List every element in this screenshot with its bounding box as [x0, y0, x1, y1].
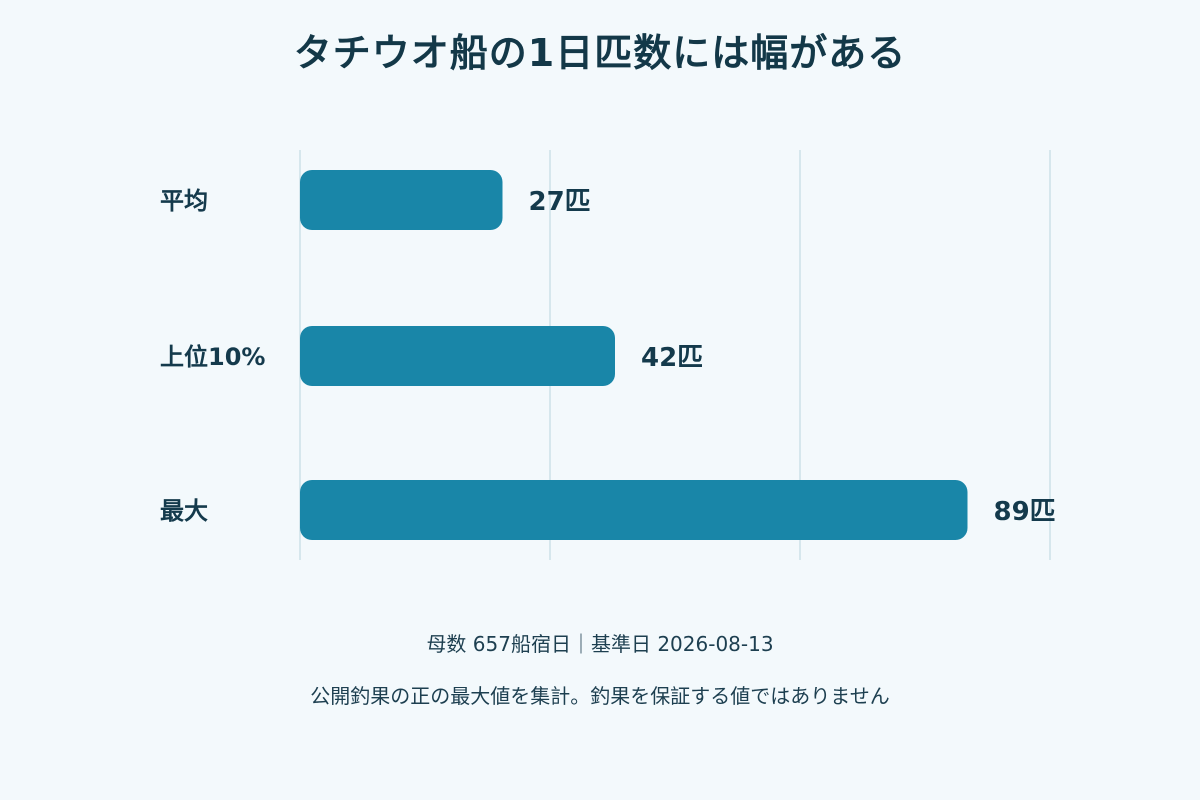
value-label-0: 27匹 — [529, 187, 591, 217]
category-label-0: 平均 — [160, 187, 208, 215]
chart-title: タチウオ船の1日匹数には幅がある — [293, 31, 907, 75]
bar-0 — [300, 170, 503, 230]
category-label-2: 最大 — [160, 497, 208, 525]
footnote-sample-info: 母数 657船宿日｜基準日 2026-08-13 — [426, 632, 774, 656]
bar-2 — [300, 480, 968, 540]
bar-1 — [300, 326, 615, 386]
category-label-1: 上位10% — [160, 343, 265, 371]
bars — [300, 170, 968, 540]
value-label-1: 42匹 — [641, 343, 703, 373]
footnote-disclaimer: 公開釣果の正の最大値を集計。釣果を保証する値ではありません — [310, 684, 890, 708]
value-label-2: 89匹 — [994, 497, 1056, 527]
